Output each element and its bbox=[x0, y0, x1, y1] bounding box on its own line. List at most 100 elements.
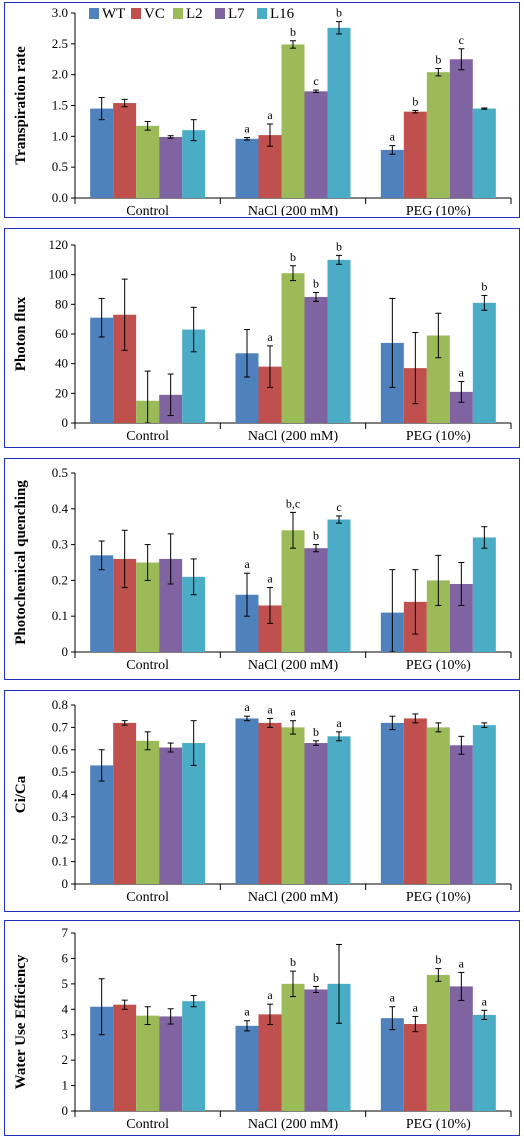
bar bbox=[449, 59, 473, 198]
bar bbox=[327, 259, 351, 423]
bar bbox=[159, 1016, 183, 1111]
significance-label: a bbox=[244, 700, 250, 714]
bar bbox=[113, 103, 137, 198]
significance-label: b bbox=[313, 276, 319, 290]
y-tick-label: 0 bbox=[62, 415, 69, 430]
significance-label: a bbox=[390, 130, 396, 144]
x-category-label: NaCl (200 mM) bbox=[248, 890, 339, 905]
bar bbox=[235, 353, 259, 423]
bar bbox=[327, 27, 351, 198]
bar bbox=[258, 366, 282, 423]
x-category-label: NaCl (200 mM) bbox=[248, 658, 339, 673]
significance-label: a bbox=[336, 716, 342, 730]
bar bbox=[472, 302, 496, 423]
y-tick-label: 80 bbox=[55, 296, 68, 311]
bar bbox=[403, 111, 427, 198]
bar bbox=[159, 558, 183, 652]
bar bbox=[90, 765, 114, 884]
y-tick-label: 20 bbox=[55, 385, 68, 400]
chart-svg-1: 0 20 40 60 80 100 120 Control NaCl (200 mM) PEG (… bbox=[13, 237, 512, 444]
significance-label: b bbox=[290, 250, 296, 264]
bar bbox=[403, 1024, 427, 1111]
y-tick-label: 3 bbox=[62, 1027, 69, 1042]
significance-label: a bbox=[459, 956, 465, 970]
y-tick-label: 7 bbox=[62, 925, 69, 940]
chart-panel-photon-flux: 0 20 40 60 80 100 120 Control NaCl (200 mM) PEG (… bbox=[4, 228, 520, 448]
bar bbox=[182, 743, 206, 884]
x-category-label: PEG (10%) bbox=[406, 1117, 471, 1132]
bar bbox=[281, 273, 305, 423]
bar bbox=[281, 727, 305, 884]
y-axis-title: Ci/Ca bbox=[13, 775, 29, 813]
x-category-label: Control bbox=[126, 429, 169, 444]
y-tick-label: 2.5 bbox=[52, 36, 68, 51]
bar bbox=[426, 72, 450, 198]
significance-label: a bbox=[267, 572, 273, 586]
legend-swatch bbox=[257, 8, 267, 19]
bar bbox=[327, 736, 351, 884]
y-axis-title: Transpiration rate bbox=[13, 46, 29, 165]
bar bbox=[449, 745, 473, 884]
significance-label: a bbox=[244, 1005, 250, 1019]
bar bbox=[380, 722, 404, 884]
chart-panel-water-use-efficiency: 0 1 2 3 4 5 6 7 Control NaCl (200 mM) PEG (10%) Wat… bbox=[4, 920, 520, 1136]
y-tick-label: 0.6 bbox=[52, 742, 69, 757]
significance-label: a bbox=[267, 330, 273, 344]
bar bbox=[472, 537, 496, 652]
y-tick-label: 60 bbox=[55, 326, 68, 341]
legend-label: L16 bbox=[270, 6, 295, 22]
chart-panel-photochemical-quenching: 0 0.1 0.2 0.3 0.4 0.5 Control NaCl (200 mM) PEG … bbox=[4, 458, 520, 680]
y-tick-label: 3.0 bbox=[52, 5, 68, 20]
bar bbox=[449, 391, 473, 423]
y-axis-title: Water Use Efficiency bbox=[13, 954, 29, 1089]
significance-label: a bbox=[290, 705, 296, 719]
y-tick-label: 0 bbox=[62, 876, 69, 891]
y-tick-label: 0 bbox=[62, 1103, 69, 1118]
significance-label: c bbox=[336, 500, 341, 514]
bar bbox=[90, 1006, 114, 1111]
y-tick-label: 0.4 bbox=[52, 787, 69, 802]
significance-label: a bbox=[413, 1000, 419, 1014]
y-tick-label: 1.0 bbox=[52, 128, 68, 143]
y-tick-label: 0.7 bbox=[52, 719, 69, 734]
legend-swatch bbox=[215, 8, 225, 19]
bar bbox=[258, 722, 282, 884]
bar bbox=[304, 91, 328, 198]
significance-label: b bbox=[435, 953, 441, 967]
y-tick-label: 5 bbox=[62, 976, 69, 991]
significance-label: b bbox=[336, 6, 342, 20]
bar bbox=[426, 580, 450, 652]
bar bbox=[403, 718, 427, 884]
bar bbox=[380, 1018, 404, 1111]
chart-panel-transpiration: 0.0 0.5 1.0 1.5 2.0 2.5 3.0 Control NaCl (200 mM… bbox=[4, 2, 520, 218]
legend-swatch bbox=[131, 8, 141, 19]
significance-label: b bbox=[481, 279, 487, 293]
y-axis-title: Photochemical quenching bbox=[13, 480, 29, 645]
significance-label: b bbox=[290, 955, 296, 969]
bar bbox=[380, 149, 404, 198]
y-tick-label: 0.5 bbox=[52, 764, 68, 779]
bar bbox=[136, 562, 160, 652]
y-tick-label: 4 bbox=[62, 1001, 69, 1016]
bar bbox=[235, 138, 259, 198]
bar bbox=[304, 296, 328, 423]
y-tick-label: 1 bbox=[62, 1078, 69, 1093]
x-category-label: PEG (10%) bbox=[406, 204, 471, 216]
legend-label: L7 bbox=[228, 6, 245, 22]
bar bbox=[281, 983, 305, 1111]
x-category-label: Control bbox=[126, 1117, 169, 1132]
bar bbox=[235, 1025, 259, 1111]
y-tick-label: 0.5 bbox=[52, 465, 68, 480]
bar bbox=[472, 725, 496, 884]
y-tick-label: 0.2 bbox=[52, 572, 68, 587]
bar bbox=[136, 1015, 160, 1111]
x-category-label: NaCl (200 mM) bbox=[248, 1117, 339, 1132]
significance-label: b bbox=[336, 239, 342, 253]
bar bbox=[159, 747, 183, 884]
bar bbox=[113, 558, 137, 652]
significance-label: b bbox=[435, 53, 441, 67]
significance-label: a bbox=[390, 991, 396, 1005]
legend-swatch bbox=[173, 8, 183, 19]
bar bbox=[182, 130, 206, 198]
y-tick-label: 1.5 bbox=[52, 98, 68, 113]
